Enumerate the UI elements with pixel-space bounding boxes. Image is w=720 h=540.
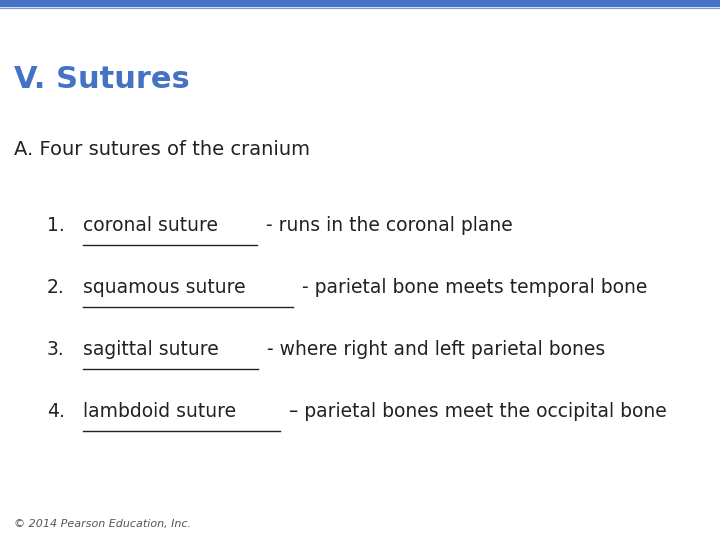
Bar (0, 0, 720, 6)
Text: 1.: 1. (47, 216, 65, 235)
Text: – parietal bones meet the occipital bone: – parietal bones meet the occipital bone (283, 402, 667, 421)
Text: 3.: 3. (47, 340, 65, 359)
Text: sagittal suture: sagittal suture (83, 340, 219, 359)
Text: 2.: 2. (47, 278, 65, 297)
Text: A. Four sutures of the cranium: A. Four sutures of the cranium (14, 140, 310, 159)
Text: - where right and left parietal bones: - where right and left parietal bones (261, 340, 605, 359)
Text: - parietal bone meets temporal bone: - parietal bone meets temporal bone (295, 278, 647, 297)
Text: © 2014 Pearson Education, Inc.: © 2014 Pearson Education, Inc. (14, 519, 192, 529)
Text: coronal suture: coronal suture (83, 216, 218, 235)
Text: 4.: 4. (47, 402, 65, 421)
Text: V. Sutures: V. Sutures (14, 65, 190, 94)
Text: squamous suture: squamous suture (83, 278, 246, 297)
Text: - runs in the coronal plane: - runs in the coronal plane (260, 216, 513, 235)
Text: lambdoid suture: lambdoid suture (83, 402, 236, 421)
